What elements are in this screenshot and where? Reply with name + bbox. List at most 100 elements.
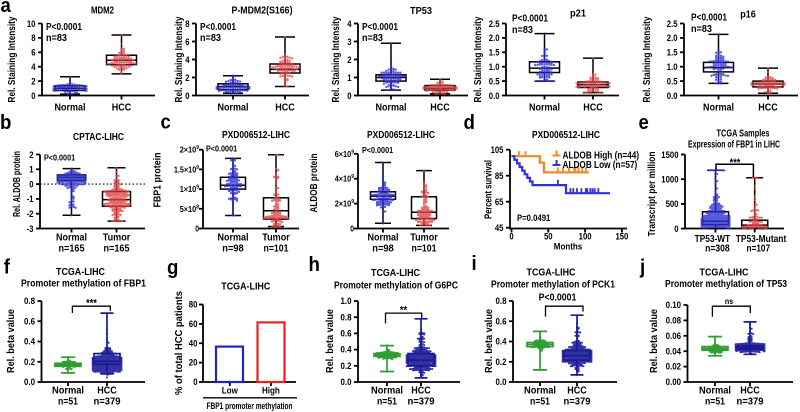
svg-text:0: 0: [509, 232, 513, 242]
svg-text:0.0: 0.0: [341, 376, 352, 387]
svg-text:6: 6: [185, 37, 189, 47]
svg-text:6×109: 6×109: [335, 149, 354, 159]
svg-text:0.04: 0.04: [666, 345, 682, 356]
svg-text:HCC: HCC: [758, 103, 778, 114]
svg-text:% of total HCC patients: % of total HCC patients: [174, 290, 185, 395]
svg-text:c: c: [161, 112, 171, 134]
svg-text:P<0.0001: P<0.0001: [362, 22, 398, 33]
svg-text:***: ***: [86, 298, 97, 310]
svg-text:10: 10: [27, 19, 36, 29]
svg-text:4: 4: [31, 62, 36, 72]
svg-text:Normal: Normal: [56, 233, 87, 244]
svg-text:6: 6: [31, 48, 35, 58]
svg-text:P=0.0491: P=0.0491: [517, 213, 550, 223]
svg-text:0: 0: [31, 91, 35, 101]
svg-text:n=101: n=101: [264, 244, 289, 255]
svg-text:0.0: 0.0: [24, 376, 35, 387]
svg-text:85: 85: [495, 171, 504, 181]
svg-text:n=51: n=51: [377, 397, 397, 408]
svg-text:ALDOB Low (n=57): ALDOB Low (n=57): [563, 160, 638, 171]
svg-text:i: i: [472, 253, 477, 275]
svg-text:Normal: Normal: [218, 233, 249, 244]
svg-text:3: 3: [347, 37, 351, 47]
svg-text:5×108: 5×108: [180, 204, 199, 214]
svg-text:PXD006512-LIHC: PXD006512-LIHC: [367, 130, 435, 141]
svg-text:0.5: 0.5: [667, 76, 678, 86]
svg-text:n=165: n=165: [104, 244, 130, 255]
svg-text:0.8: 0.8: [341, 311, 352, 322]
svg-text:1.5: 1.5: [667, 48, 678, 58]
svg-text:h: h: [309, 254, 320, 276]
svg-text:n=51: n=51: [705, 397, 725, 408]
svg-text:0: 0: [195, 225, 199, 234]
svg-text:Promoter methylation of TP53: Promoter methylation of TP53: [665, 279, 787, 290]
svg-text:n=98: n=98: [372, 244, 394, 255]
svg-text:TCGA Samples: TCGA Samples: [717, 129, 770, 140]
svg-text:0: 0: [193, 377, 197, 387]
svg-text:0: 0: [674, 224, 678, 234]
svg-text:p21: p21: [570, 9, 586, 20]
svg-text:b: b: [0, 112, 11, 134]
svg-text:Rel. Staining Intensity: Rel. Staining Intensity: [642, 16, 653, 102]
svg-text:1.0: 1.0: [667, 62, 678, 72]
svg-text:1.0: 1.0: [341, 295, 352, 306]
svg-text:j: j: [639, 257, 645, 279]
svg-text:P<0.0001: P<0.0001: [512, 14, 548, 25]
svg-text:HCC: HCC: [430, 103, 450, 114]
svg-text:-2: -2: [27, 209, 34, 219]
svg-text:500: 500: [666, 199, 679, 209]
svg-text:Rel. ALDOB protein: Rel. ALDOB protein: [12, 151, 23, 217]
svg-text:Normal: Normal: [371, 386, 403, 397]
svg-text:1×109: 1×109: [180, 185, 199, 195]
svg-text:Transcript per million: Transcript per million: [647, 151, 658, 236]
svg-text:105: 105: [491, 145, 504, 155]
svg-text:0.0: 0.0: [489, 91, 500, 101]
svg-text:1000: 1000: [661, 175, 678, 185]
svg-text:n=379: n=379: [564, 397, 591, 408]
svg-text:20: 20: [189, 358, 198, 368]
svg-text:n=107: n=107: [747, 244, 771, 255]
svg-text:f: f: [4, 257, 11, 279]
svg-text:Normal: Normal: [529, 103, 560, 114]
svg-text:Rel. Staining Intensity: Rel. Staining Intensity: [473, 16, 484, 102]
svg-text:n=51: n=51: [58, 397, 78, 408]
svg-text:n=379: n=379: [94, 397, 121, 408]
svg-text:Promoter methylation of PCK1: Promoter methylation of PCK1: [491, 280, 615, 291]
svg-text:n=379: n=379: [408, 397, 435, 408]
svg-text:P<0.0001: P<0.0001: [44, 153, 75, 163]
svg-text:Normal: Normal: [55, 103, 86, 114]
svg-text:Rel. Staining Intensity: Rel. Staining Intensity: [331, 16, 342, 102]
svg-text:0.6: 0.6: [341, 328, 352, 339]
svg-text:1: 1: [347, 73, 351, 83]
svg-text:HCC: HCC: [275, 103, 295, 114]
svg-text:Months: Months: [554, 242, 582, 253]
svg-text:2.5: 2.5: [489, 19, 500, 29]
svg-text:TCGA-LIHC: TCGA-LIHC: [527, 268, 576, 279]
svg-text:0: 0: [347, 91, 351, 101]
svg-text:Normal: Normal: [699, 386, 731, 397]
svg-text:Normal: Normal: [218, 103, 249, 114]
svg-text:1: 1: [29, 165, 33, 175]
svg-text:HCC: HCC: [112, 103, 132, 114]
svg-text:a: a: [1, 0, 12, 17]
svg-text:n=165: n=165: [59, 244, 85, 255]
svg-text:P<0.0001: P<0.0001: [46, 22, 82, 33]
svg-text:p16: p16: [740, 10, 756, 21]
svg-text:4: 4: [185, 55, 190, 65]
svg-text:ALDOB High (n=44): ALDOB High (n=44): [563, 151, 640, 162]
svg-text:HCC: HCC: [411, 386, 431, 397]
svg-text:FBP1 promoter methylation: FBP1 promoter methylation: [207, 401, 293, 412]
svg-text:Tumor: Tumor: [262, 233, 290, 244]
svg-text:2×109: 2×109: [335, 199, 354, 209]
svg-text:50: 50: [544, 232, 553, 242]
svg-text:150: 150: [615, 232, 628, 242]
svg-text:Tumor: Tumor: [410, 233, 438, 244]
svg-text:Normal: Normal: [524, 386, 556, 397]
svg-text:1500: 1500: [661, 150, 678, 160]
svg-text:n=83: n=83: [512, 25, 533, 36]
svg-text:2: 2: [29, 150, 33, 160]
svg-text:n=98: n=98: [222, 244, 244, 255]
svg-text:2×109: 2×109: [180, 145, 199, 155]
svg-text:HCC: HCC: [97, 386, 117, 397]
svg-text:0.5: 0.5: [489, 76, 500, 86]
